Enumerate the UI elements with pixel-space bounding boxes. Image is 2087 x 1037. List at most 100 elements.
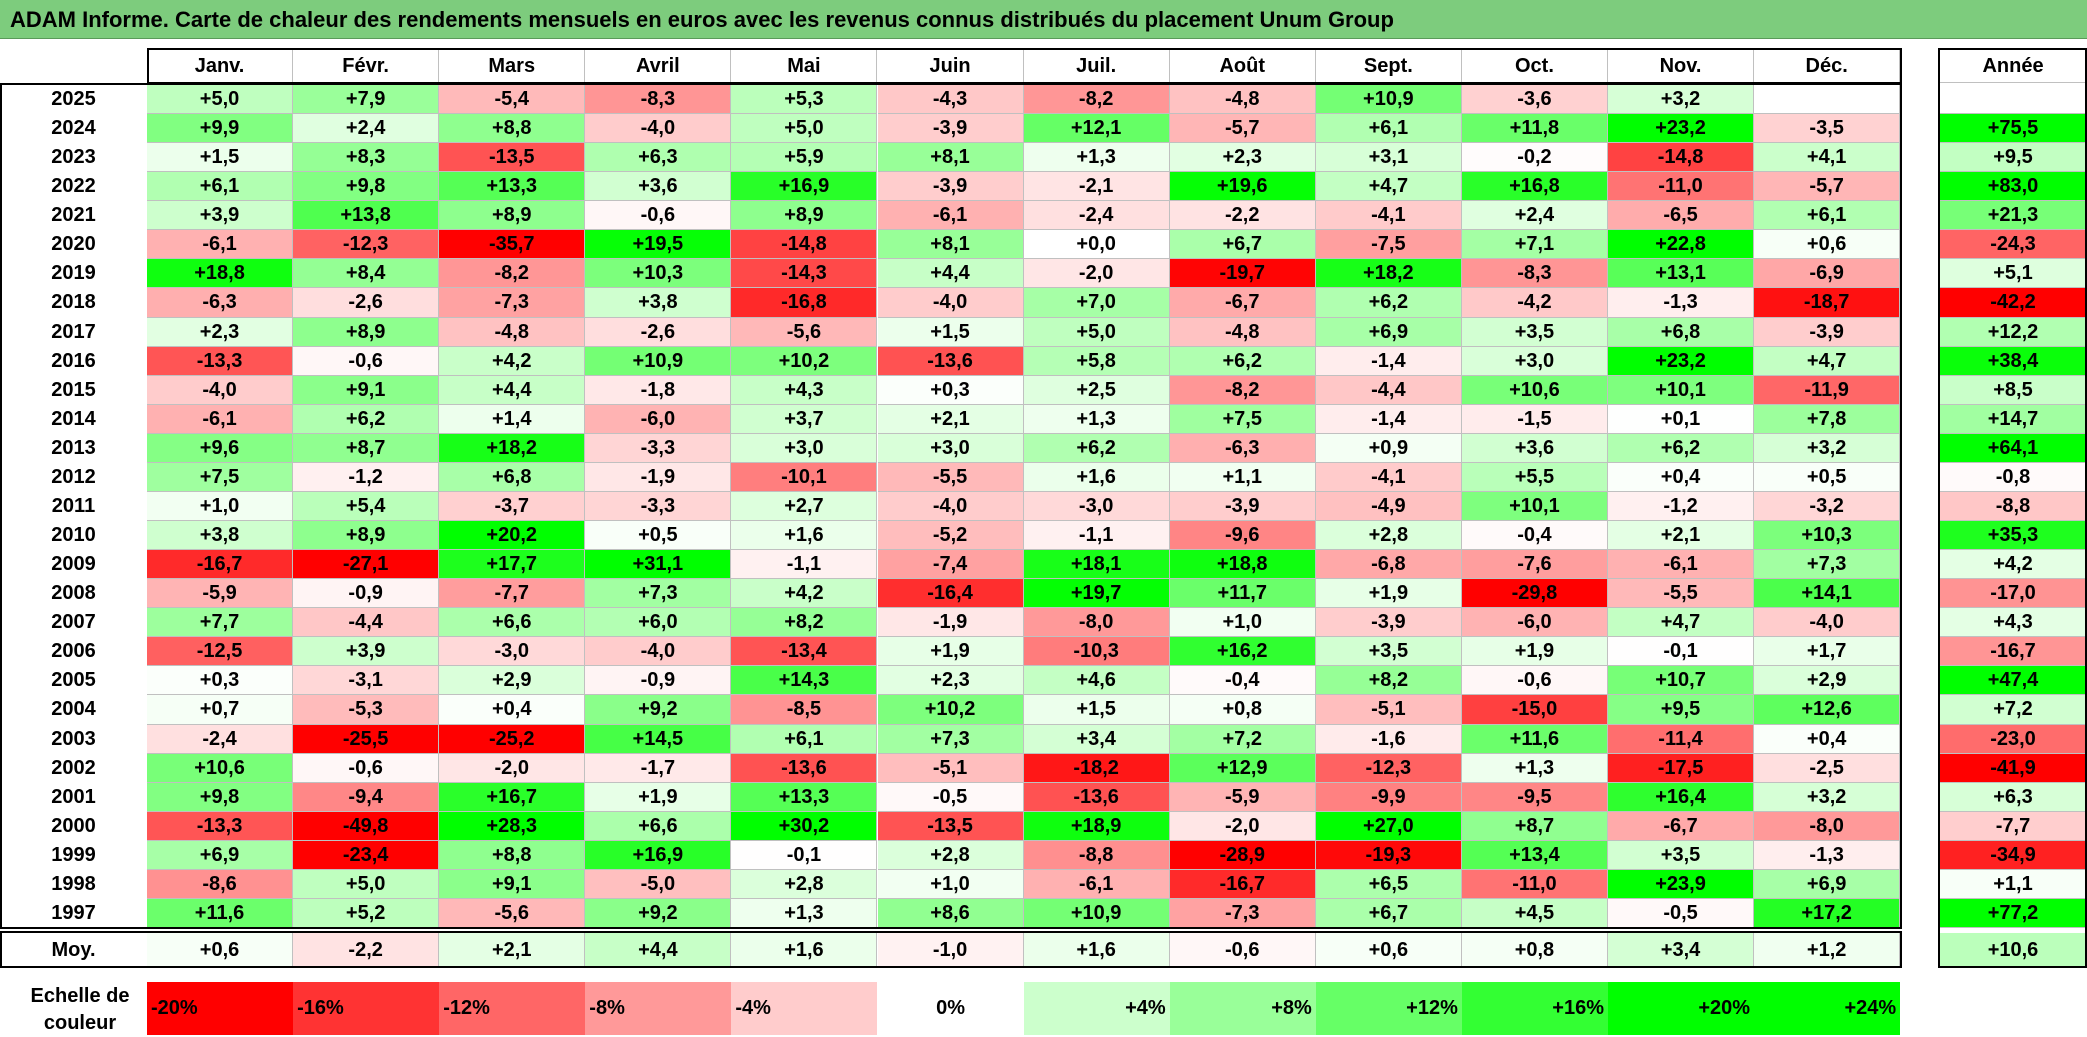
row-year-label: 2009 — [0, 550, 147, 580]
row-year-label: 2001 — [0, 782, 147, 812]
heatmap-cell: +7,8 — [1754, 404, 1901, 434]
heatmap-cell: -29,8 — [1461, 579, 1608, 609]
heatmap-cell: +28,3 — [439, 811, 586, 841]
heatmap-cell: -1,3 — [1754, 840, 1901, 870]
heatmap-cell: +0,9 — [1315, 433, 1462, 463]
heatmap-cell: -8,5 — [731, 695, 878, 725]
heatmap-cell: -0,9 — [293, 579, 440, 609]
heatmap-cell: +4,7 — [1754, 346, 1901, 376]
heatmap-cell: +18,8 — [1169, 550, 1316, 580]
heatmap-cell: +18,2 — [439, 433, 586, 463]
heatmap-cell: +9,2 — [585, 898, 732, 929]
heatmap-cell: -27,1 — [293, 550, 440, 580]
heatmap-cell: -2,0 — [439, 753, 586, 783]
heatmap-cell: -7,5 — [1315, 230, 1462, 260]
heatmap-cell: +23,9 — [1608, 869, 1755, 899]
heatmap-cell: -9,9 — [1315, 782, 1462, 812]
heatmap-cell: +2,8 — [877, 840, 1024, 870]
heatmap-cell: +8,2 — [731, 608, 878, 638]
heatmap-cell: +2,9 — [439, 666, 586, 696]
annual-cell: +7,2 — [1940, 695, 2087, 725]
row-year-label: 2018 — [0, 288, 147, 318]
heatmap-cell: +10,3 — [1754, 521, 1901, 551]
annual-cell: +64,1 — [1940, 433, 2087, 463]
heatmap-cell: +6,1 — [731, 724, 878, 754]
heatmap-cell: +3,9 — [293, 637, 440, 667]
heatmap-cell: +11,8 — [1461, 114, 1608, 144]
heatmap-cell: +8,7 — [1461, 811, 1608, 841]
heatmap-cell: -28,9 — [1169, 840, 1316, 870]
heatmap-cell: +0,3 — [147, 666, 294, 696]
heatmap-cell: +8,7 — [293, 433, 440, 463]
heatmap-cell: -5,7 — [1169, 114, 1316, 144]
heatmap-cell: -3,1 — [293, 666, 440, 696]
annual-cell: +4,2 — [1940, 550, 2087, 580]
heatmap-cell: +0,4 — [1608, 462, 1755, 492]
heatmap-cell: -6,1 — [1608, 550, 1755, 580]
heatmap-cell: -25,5 — [293, 724, 440, 754]
heatmap-cell: -1,3 — [1608, 288, 1755, 318]
heatmap-cell: -35,7 — [439, 230, 586, 260]
heatmap-cell: +3,8 — [585, 288, 732, 318]
heatmap-cell: +4,5 — [1461, 898, 1608, 929]
row-year-label: 2020 — [0, 230, 147, 260]
heatmap-cell: +2,8 — [731, 869, 878, 899]
heatmap-cell: +2,3 — [147, 317, 294, 347]
heatmap-cell: -6,1 — [877, 201, 1024, 231]
heatmap-cell: -1,2 — [293, 462, 440, 492]
heatmap-cell: +5,0 — [731, 114, 878, 144]
heatmap-cell: +1,3 — [731, 898, 878, 929]
color-scale-step: +20% — [1608, 982, 1755, 1035]
heatmap-cell: -13,3 — [147, 346, 294, 376]
row-year-label: 2006 — [0, 637, 147, 667]
heatmap-cell: +6,2 — [1023, 433, 1170, 463]
month-header: Janv. — [147, 50, 294, 83]
heatmap-cell: +22,8 — [1608, 230, 1755, 260]
heatmap-cell: +2,3 — [1169, 143, 1316, 173]
heatmap-cell: +20,2 — [439, 521, 586, 551]
average-cell: -2,2 — [293, 933, 440, 967]
row-year-label: 2022 — [0, 172, 147, 202]
color-scale-step: -8% — [585, 982, 732, 1035]
heatmap-cell: -6,1 — [147, 404, 294, 434]
heatmap-cell: +1,6 — [731, 521, 878, 551]
year-total-header: Année — [1940, 50, 2087, 83]
heatmap-cell: -14,8 — [1608, 143, 1755, 173]
heatmap-cell: +3,9 — [147, 201, 294, 231]
heatmap-cell: +10,3 — [585, 259, 732, 289]
heatmap-cell: -1,7 — [585, 753, 732, 783]
heatmap-cell: -6,9 — [1754, 259, 1901, 289]
heatmap-cell: +3,2 — [1754, 782, 1901, 812]
heatmap-cell: -7,3 — [1169, 898, 1316, 929]
heatmap-cell: -16,4 — [877, 579, 1024, 609]
heatmap-cell: +9,1 — [439, 869, 586, 899]
heatmap-cell: +6,2 — [1608, 433, 1755, 463]
title-bar: ADAM Informe. Carte de chaleur des rende… — [0, 0, 2087, 39]
heatmap-cell: +0,7 — [147, 695, 294, 725]
heatmap-cell: +13,1 — [1608, 259, 1755, 289]
heatmap-cell: +4,2 — [439, 346, 586, 376]
heatmap-cell: -16,7 — [147, 550, 294, 580]
heatmap-cell: +2,8 — [1315, 521, 1462, 551]
heatmap-cell: +11,7 — [1169, 579, 1316, 609]
annual-cell: +14,7 — [1940, 404, 2087, 434]
heatmap-cell: -3,2 — [1754, 491, 1901, 522]
heatmap-cell: +5,0 — [293, 869, 440, 899]
heatmap-cell: -15,0 — [1461, 695, 1608, 725]
heatmap-cell: +23,2 — [1608, 346, 1755, 376]
month-header: Déc. — [1754, 50, 1901, 83]
heatmap-cell: -1,9 — [877, 608, 1024, 638]
heatmap-cell: -6,5 — [1608, 201, 1755, 231]
average-row-label: Moy. — [0, 933, 147, 967]
heatmap-cell: -0,9 — [585, 666, 732, 696]
heatmap-cell: +2,3 — [877, 666, 1024, 696]
heatmap-cell: -6,7 — [1608, 811, 1755, 841]
heatmap-cell: +12,9 — [1169, 753, 1316, 783]
row-year-label: 2005 — [0, 666, 147, 696]
heatmap-cell: -6,3 — [147, 288, 294, 318]
heatmap-cell: +5,0 — [147, 85, 294, 115]
heatmap-cell: +3,6 — [585, 172, 732, 202]
annual-cell: +8,5 — [1940, 375, 2087, 405]
heatmap-cell: +6,5 — [1315, 869, 1462, 899]
month-header: Juil. — [1023, 50, 1170, 83]
